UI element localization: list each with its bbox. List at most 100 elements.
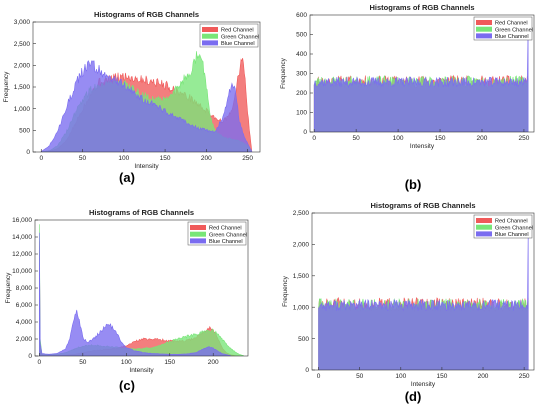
legend-entry: Green Channel bbox=[221, 34, 259, 40]
x-tick-label: 0 bbox=[317, 373, 321, 380]
chart-title: Histograms of RGB Channels bbox=[94, 10, 199, 19]
chart-panel-2: Histograms of RGB Channels 0 50 100 150 200 25… bbox=[280, 3, 535, 150]
plot-area bbox=[318, 225, 529, 370]
x-tick-label: 100 bbox=[121, 359, 132, 366]
y-tick-label: 2,000 bbox=[16, 336, 33, 343]
x-tick-label: 150 bbox=[164, 359, 175, 366]
chart-title: Histograms of RGB Channels bbox=[89, 208, 194, 217]
x-tick-label: 200 bbox=[477, 135, 488, 142]
x-axis-label: Intensity bbox=[129, 367, 154, 374]
series-blue-channel bbox=[318, 225, 529, 370]
y-tick-label: 1,500 bbox=[293, 273, 310, 280]
x-tick-label: 150 bbox=[160, 155, 171, 162]
legend-entry: Green Channel bbox=[495, 27, 533, 33]
y-tick-label: 200 bbox=[296, 90, 307, 97]
legend-entry: Green Channel bbox=[495, 225, 533, 231]
y-tick-label: 0 bbox=[26, 149, 30, 156]
plot-area bbox=[39, 224, 244, 356]
x-tick-label: 100 bbox=[393, 135, 404, 142]
y-tick-label: 0 bbox=[305, 367, 309, 374]
x-tick-label: 50 bbox=[79, 359, 87, 366]
x-tick-label: 0 bbox=[39, 155, 43, 162]
x-tick-label: 200 bbox=[201, 155, 212, 162]
series-blue-channel bbox=[313, 22, 529, 132]
legend-swatch bbox=[202, 40, 218, 46]
legend-swatch bbox=[476, 20, 492, 25]
x-tick-label: 0 bbox=[38, 359, 42, 366]
legend-entry: Blue Channel bbox=[495, 232, 529, 238]
legend-swatch bbox=[190, 231, 206, 237]
legend-swatch bbox=[476, 218, 492, 223]
chart-title: Histograms of RGB Channels bbox=[369, 3, 474, 12]
y-tick-label: 1,000 bbox=[14, 106, 31, 113]
chart-title: Histograms of RGB Channels bbox=[370, 201, 475, 210]
y-tick-label: 2,500 bbox=[14, 41, 31, 48]
y-tick-label: 6,000 bbox=[16, 302, 33, 309]
y-tick-label: 14,000 bbox=[12, 234, 32, 241]
x-tick-label: 250 bbox=[519, 373, 530, 380]
panel-label-a: (a) bbox=[119, 170, 135, 185]
y-tick-label: 2,000 bbox=[293, 242, 310, 249]
legend-entry: Red Channel bbox=[495, 21, 528, 27]
y-tick-label: 8,000 bbox=[16, 285, 33, 292]
legend-entry: Green Channel bbox=[209, 232, 247, 238]
x-tick-label: 50 bbox=[356, 373, 364, 380]
y-tick-label: 500 bbox=[19, 128, 30, 135]
panel-label-d: (d) bbox=[405, 389, 422, 404]
x-axis-label: Intensity bbox=[410, 143, 435, 150]
x-tick-label: 50 bbox=[353, 135, 361, 142]
legend-swatch bbox=[190, 225, 206, 230]
legend-swatch bbox=[202, 33, 218, 39]
legend-swatch bbox=[476, 224, 492, 230]
y-tick-label: 1,000 bbox=[293, 304, 310, 311]
y-tick-label: 1,500 bbox=[14, 84, 31, 91]
x-axis-label: Intensity bbox=[134, 163, 159, 170]
x-axis-label: Intensity bbox=[411, 381, 436, 388]
plot-area bbox=[313, 22, 529, 132]
y-tick-label: 10,000 bbox=[12, 268, 32, 275]
y-tick-label: 500 bbox=[298, 336, 309, 343]
y-tick-label: 2,000 bbox=[14, 63, 31, 70]
legend-swatch bbox=[190, 238, 206, 244]
legend-swatch bbox=[476, 231, 492, 237]
legend-entry: Blue Channel bbox=[209, 239, 243, 245]
axes-frame bbox=[311, 212, 535, 371]
x-tick-label: 50 bbox=[79, 155, 87, 162]
plot-area bbox=[40, 51, 253, 152]
panel-label-b: (b) bbox=[405, 177, 422, 192]
x-tick-label: 200 bbox=[208, 359, 219, 366]
legend-entry: Red Channel bbox=[495, 219, 528, 225]
x-tick-label: 0 bbox=[312, 135, 316, 142]
y-tick-label: 16,000 bbox=[12, 217, 32, 224]
y-tick-label: 300 bbox=[296, 71, 307, 78]
chart-panel-3: Histograms of RGB Channels 0 50 100 150 200 0 2… bbox=[5, 208, 249, 374]
chart-panel-1: Histograms of RGB Channels 0 50 100 150 200 25… bbox=[3, 10, 261, 170]
panel-label-c: (c) bbox=[119, 378, 135, 393]
y-axis-label: Frequency bbox=[280, 57, 287, 88]
y-axis-label: Frequency bbox=[3, 71, 10, 102]
legend-swatch bbox=[476, 26, 492, 32]
legend-entry: Red Channel bbox=[209, 226, 242, 232]
series-blue-channel bbox=[40, 60, 253, 152]
x-tick-label: 250 bbox=[519, 135, 530, 142]
y-tick-label: 100 bbox=[296, 110, 307, 117]
y-tick-label: 3,000 bbox=[14, 19, 31, 26]
series-blue-channel bbox=[39, 232, 231, 356]
x-tick-label: 150 bbox=[436, 373, 447, 380]
y-tick-label: 0 bbox=[303, 129, 307, 136]
y-axis-label: Frequency bbox=[5, 272, 12, 303]
y-tick-label: 600 bbox=[296, 12, 307, 19]
x-tick-label: 250 bbox=[242, 155, 253, 162]
chart-panel-4: Histograms of RGB Channels 0 50 100 150 200 25… bbox=[282, 201, 535, 388]
legend-entry: Red Channel bbox=[221, 28, 254, 34]
x-tick-label: 200 bbox=[478, 373, 489, 380]
legend-entry: Blue Channel bbox=[221, 41, 255, 47]
legend-swatch bbox=[202, 27, 218, 32]
legend-swatch bbox=[476, 33, 492, 39]
y-tick-label: 500 bbox=[296, 32, 307, 39]
